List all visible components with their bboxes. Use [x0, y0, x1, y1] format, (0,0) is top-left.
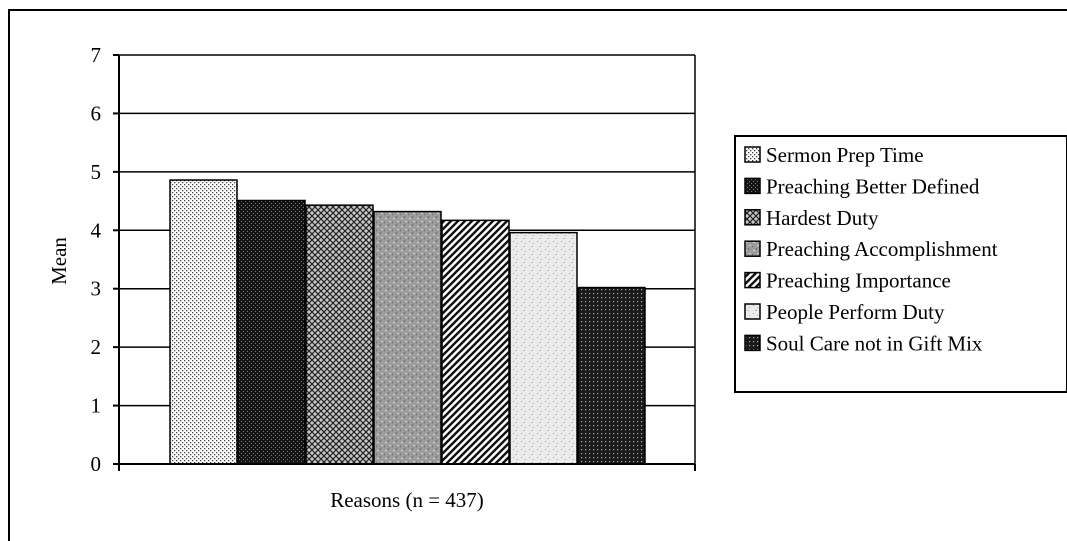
- legend: Sermon Prep Time Preaching Better Defined…: [734, 135, 1067, 393]
- bar-sermon-prep-time: [169, 179, 238, 465]
- y-tick-label: 5: [91, 160, 102, 184]
- legend-swatch: [744, 271, 761, 289]
- bar-hardest-duty: [305, 204, 374, 465]
- legend-swatch: [744, 303, 761, 320]
- y-tick-labels: 0 1 2 3 4 5 6 7: [91, 43, 102, 476]
- legend-label: Preaching Accomplishment: [766, 237, 998, 261]
- legend-label: Hardest Duty: [766, 206, 879, 230]
- axes: [113, 54, 696, 471]
- legend-swatch: [744, 177, 761, 195]
- y-axis-label: Mean: [47, 237, 71, 285]
- y-tick-label: 3: [91, 277, 102, 301]
- legend-label: Preaching Better Defined: [766, 174, 980, 198]
- y-tick-label: 0: [91, 452, 102, 476]
- legend-label: Preaching Importance: [766, 269, 951, 293]
- y-tick-label: 2: [91, 335, 102, 359]
- legend-label: Soul Care not in Gift Mix: [766, 331, 983, 355]
- legend-swatch: [744, 209, 761, 226]
- bar-preaching-better-defined: [237, 199, 306, 465]
- legend-swatch: [744, 146, 761, 163]
- legend-swatch: [744, 334, 761, 352]
- legend-label: Sermon Prep Time: [766, 143, 924, 167]
- y-tick-label: 1: [91, 394, 102, 418]
- legend-swatch: [744, 240, 761, 257]
- legend-box: [734, 135, 1067, 393]
- bar-preaching-importance: [441, 219, 510, 465]
- bar-soul-care-not-in-gift-mix: [577, 286, 646, 465]
- y-tick-label: 7: [91, 43, 102, 67]
- chart-frame: [8, 9, 1067, 541]
- y-tick-label: 4: [91, 218, 102, 242]
- y-tick-label: 6: [91, 101, 102, 125]
- bars: [169, 179, 646, 465]
- bar-preaching-accomplishment: [373, 210, 442, 465]
- x-axis-label: Reasons (n = 437): [330, 488, 484, 512]
- bar-people-perform-duty: [509, 231, 578, 465]
- legend-label: People Perform Duty: [766, 300, 945, 324]
